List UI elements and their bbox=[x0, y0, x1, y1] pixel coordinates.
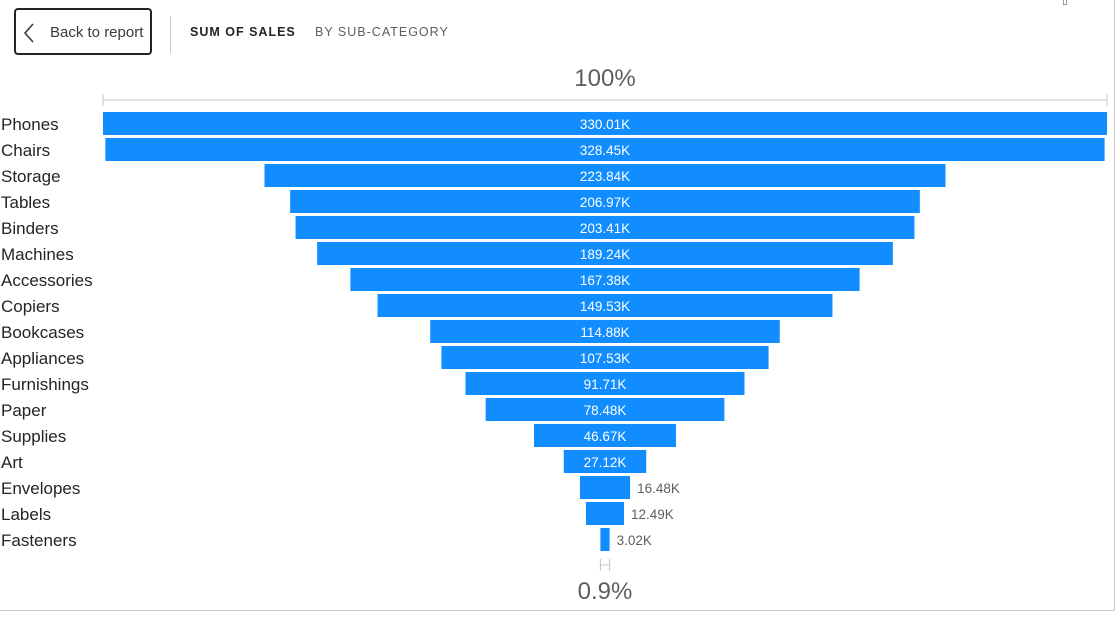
category-label: Bookcases bbox=[1, 323, 84, 342]
top-percent-label: 100% bbox=[574, 65, 635, 92]
data-label: 16.48K bbox=[637, 481, 680, 496]
category-label: Envelopes bbox=[1, 479, 80, 498]
category-label: Paper bbox=[1, 401, 47, 420]
data-label: 12.49K bbox=[631, 507, 674, 522]
data-label: 167.38K bbox=[580, 273, 630, 288]
data-label: 114.88K bbox=[580, 325, 629, 340]
category-label: Accessories bbox=[1, 271, 93, 290]
bottom-percent-label: 0.9% bbox=[578, 578, 633, 605]
data-label: 203.41K bbox=[580, 221, 630, 236]
data-label: 107.53K bbox=[580, 351, 630, 366]
category-label: Labels bbox=[1, 505, 51, 524]
category-label: Binders bbox=[1, 219, 59, 238]
category-label: Appliances bbox=[1, 349, 84, 368]
data-label: 46.67K bbox=[584, 429, 627, 444]
data-label: 78.48K bbox=[584, 403, 627, 418]
category-label: Supplies bbox=[1, 427, 66, 446]
data-label: 189.24K bbox=[580, 247, 630, 262]
data-label: 3.02K bbox=[617, 533, 652, 548]
funnel-bar bbox=[600, 528, 609, 551]
funnel-bar bbox=[580, 476, 630, 499]
category-label: Phones bbox=[1, 115, 59, 134]
data-label: 223.84K bbox=[580, 169, 630, 184]
data-label: 27.12K bbox=[584, 455, 627, 470]
category-label: Copiers bbox=[1, 297, 60, 316]
data-label: 91.71K bbox=[584, 377, 627, 392]
category-label: Chairs bbox=[1, 141, 50, 160]
data-label: 328.45K bbox=[580, 143, 630, 158]
category-label: Art bbox=[1, 453, 23, 472]
data-label: 149.53K bbox=[580, 299, 630, 314]
category-label: Storage bbox=[1, 167, 61, 186]
category-label: Tables bbox=[1, 193, 50, 212]
data-label: 206.97K bbox=[580, 195, 630, 210]
category-label: Furnishings bbox=[1, 375, 89, 394]
category-label: Fasteners bbox=[1, 531, 77, 550]
data-label: 330.01K bbox=[580, 117, 630, 132]
funnel-bar bbox=[586, 502, 624, 525]
category-label: Machines bbox=[1, 245, 74, 264]
